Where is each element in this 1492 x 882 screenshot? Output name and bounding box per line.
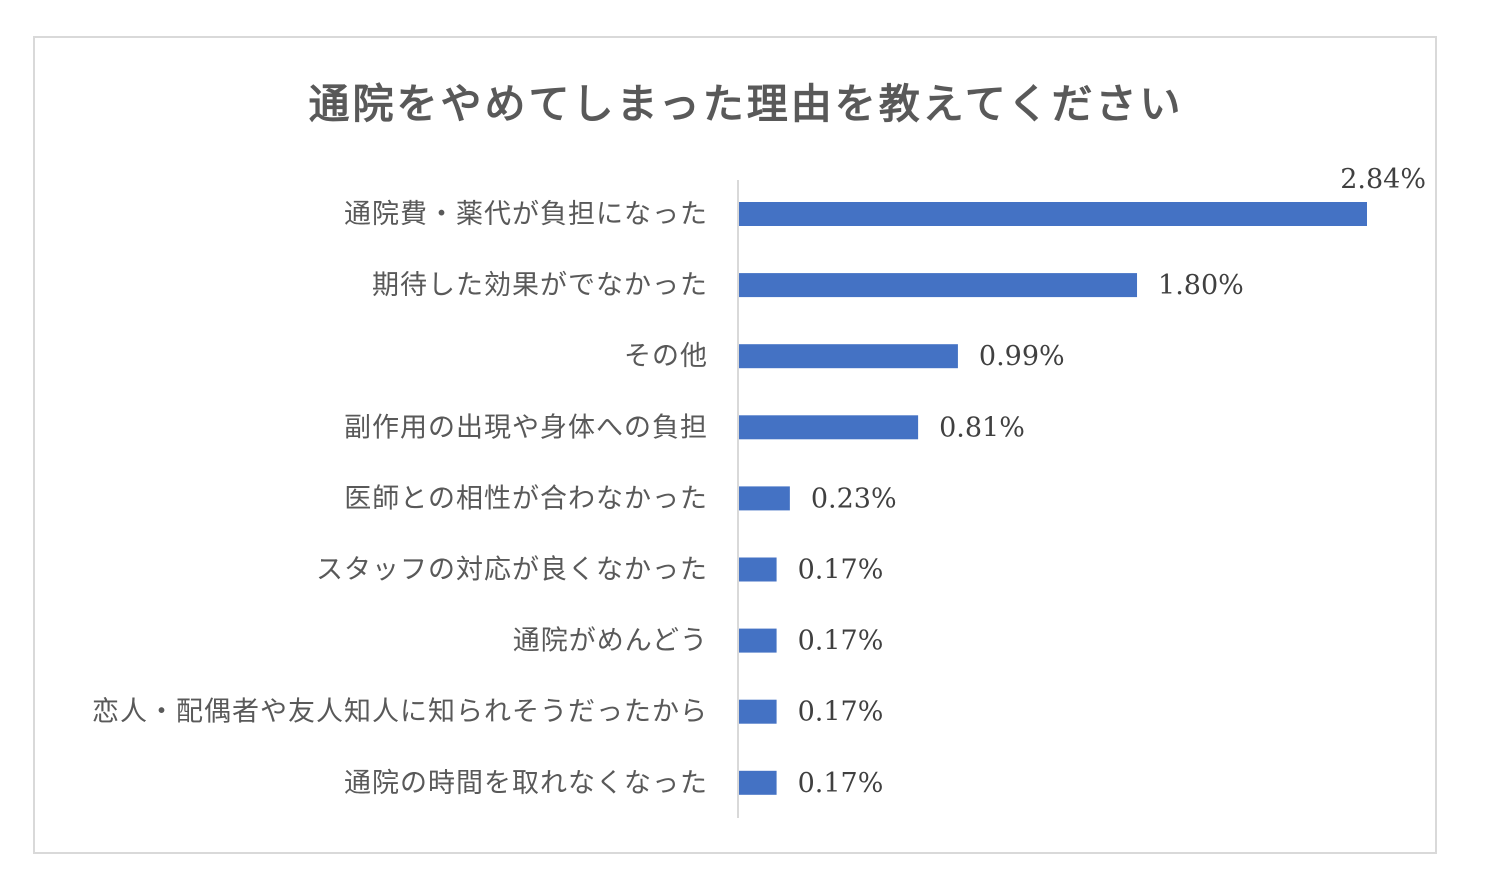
bar bbox=[739, 344, 958, 369]
value-label: 0.17% bbox=[798, 626, 884, 657]
bar bbox=[739, 699, 777, 724]
value-label: 0.17% bbox=[798, 697, 884, 728]
chart-title: 通院をやめてしまった理由を教えてください bbox=[308, 80, 1184, 128]
category-label: 副作用の出現や身体への負担 bbox=[344, 412, 708, 443]
value-label: 0.23% bbox=[811, 483, 897, 514]
bar-group: 通院費・薬代が負担になった 2.84% 期待した効果がでなかった 1.80% その他 0.… bbox=[92, 164, 1426, 799]
bar bbox=[739, 415, 919, 440]
value-label: 2.84% bbox=[1340, 164, 1426, 195]
category-label: 期待した効果がでなかった bbox=[372, 270, 708, 301]
value-label: 0.17% bbox=[798, 768, 884, 799]
category-label: 通院がめんどう bbox=[513, 626, 708, 657]
bar bbox=[739, 202, 1367, 226]
value-label: 0.81% bbox=[939, 412, 1025, 443]
value-label: 0.17% bbox=[798, 555, 884, 586]
value-label: 0.99% bbox=[979, 341, 1065, 372]
bar bbox=[739, 273, 1138, 298]
bar bbox=[739, 486, 790, 511]
category-label: 恋人・配偶者や友人知人に知られそうだったから bbox=[92, 697, 708, 728]
bar bbox=[739, 628, 777, 653]
category-label: その他 bbox=[624, 341, 708, 372]
chart-frame bbox=[33, 36, 1437, 854]
category-label: 通院の時間を取れなくなった bbox=[344, 768, 708, 799]
category-label: スタッフの対応が良くなかった bbox=[316, 555, 708, 586]
bar bbox=[739, 557, 777, 582]
category-label: 医師との相性が合わなかった bbox=[344, 483, 708, 514]
value-label: 1.80% bbox=[1158, 270, 1244, 301]
bar bbox=[739, 770, 777, 795]
category-label: 通院費・薬代が負担になった bbox=[344, 199, 708, 230]
